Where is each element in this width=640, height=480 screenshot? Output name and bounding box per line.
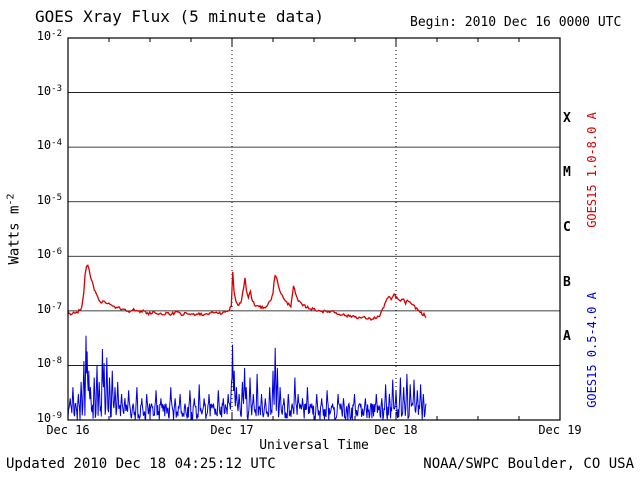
flare-class-label: C [563, 220, 571, 235]
red-flux-curve [68, 264, 427, 321]
flare-class-label: B [563, 274, 571, 290]
y-tick-label: 10-9 [36, 411, 62, 425]
flare-class-label: A [563, 329, 571, 345]
y-tick-label: 10-6 [36, 247, 62, 262]
x-tick-label: Dec 19 [538, 423, 582, 437]
blue-flux-curve [68, 335, 427, 420]
flare-class-label: M [563, 165, 571, 181]
flare-class-label: X [563, 110, 571, 126]
x-tick-label: Dec 18 [374, 423, 418, 437]
y-tick-label: 10-2 [36, 29, 62, 43]
red-series-label: GOES15 1.0-8.0 A [585, 112, 599, 228]
blue-series-label: GOES15 0.5-4.0 A [585, 292, 599, 408]
y-tick-label: 10-5 [36, 192, 62, 207]
y-tick-label: 10-4 [36, 138, 62, 153]
plot-border [67, 37, 561, 421]
x-tick-label: Dec 17 [210, 423, 254, 437]
y-tick-label: 10-3 [36, 83, 62, 98]
begin-timestamp: Begin: 2010 Dec 16 0000 UTC [410, 15, 622, 30]
updated-timestamp: Updated 2010 Dec 18 04:25:12 UTC [6, 456, 276, 472]
chart-title: GOES Xray Flux (5 minute data) [35, 7, 324, 26]
y-tick-label: 10-7 [36, 301, 62, 316]
x-axis-title: Universal Time [259, 438, 369, 453]
y-axis-title-exponent: -2 [5, 193, 17, 206]
x-tick-label: Dec 16 [46, 423, 90, 437]
credit-text: NOAA/SWPC Boulder, CO USA [423, 456, 634, 472]
y-tick-label: 10-8 [36, 356, 62, 371]
